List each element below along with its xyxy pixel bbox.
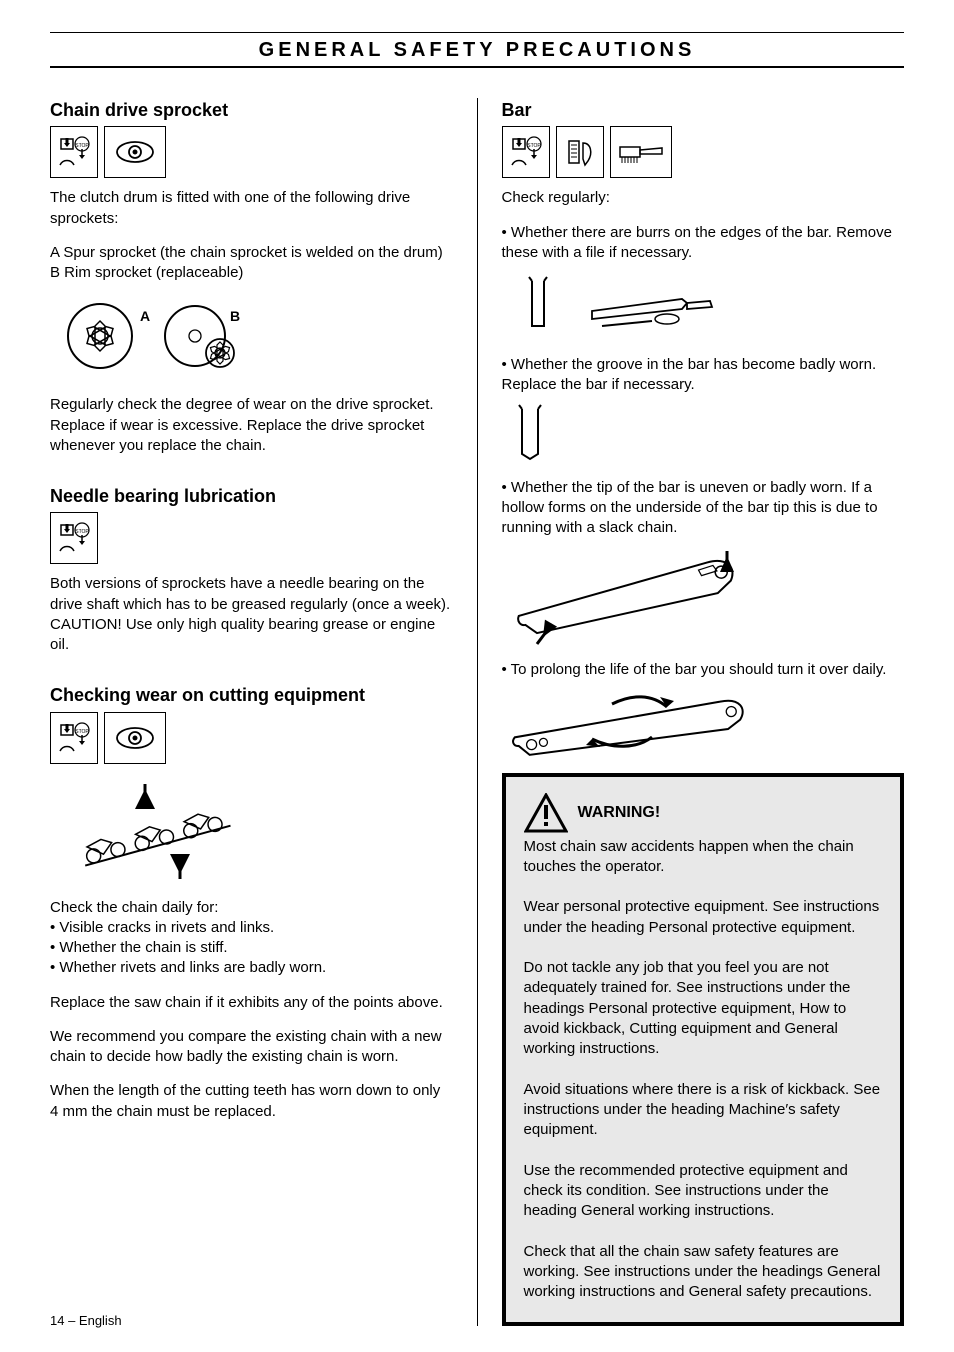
wear-p3: Replace the saw chain if it exhibits any… [50, 993, 453, 1013]
eye-icon-2 [104, 712, 166, 764]
wear-p5: When the length of the cutting teeth has… [50, 1081, 453, 1122]
wear-b2: • Whether the chain is stiff. [50, 938, 453, 958]
heading-wear: Checking wear on cutting equipment [50, 683, 453, 707]
stop-switch-icon: STOP [50, 126, 98, 178]
footer-left: 14 – English [50, 1313, 122, 1328]
wear-b1: • Visible cracks in rivets and links. [50, 918, 453, 938]
bar-b3: • Whether the tip of the bar is uneven o… [502, 478, 905, 539]
illu-groove [502, 404, 905, 464]
warning-label: WARNING! [578, 804, 661, 822]
sprocket-bB: B Rim sprocket (replaceable) [50, 263, 453, 283]
footer: 14 – English [50, 1313, 904, 1328]
doc-title-text: GENERAL SAFETY PRECAUTIONS [259, 39, 696, 61]
svg-text:STOP: STOP [75, 729, 89, 735]
icon-row-1: STOP [50, 126, 453, 178]
rule-thick [50, 66, 904, 68]
label-b: B [230, 308, 240, 324]
icon-row-r: STOP [502, 126, 905, 178]
sprocket-p2: Regularly check the degree of wear on th… [50, 395, 453, 456]
heading-needle: Needle bearing lubrication [50, 484, 453, 508]
warning-text: Most chain saw accidents happen when the… [524, 837, 883, 1303]
rule-thin [50, 32, 904, 33]
sprocket-bA: A Spur sprocket (the chain sprocket is w… [50, 243, 453, 263]
warning-box: WARNING! Most chain saw accidents happen… [502, 773, 905, 1327]
icon-row-3: STOP [50, 712, 453, 764]
col-right: Bar STOP [502, 98, 905, 1326]
svg-text:STOP: STOP [527, 143, 541, 149]
warning-triangle-icon [524, 793, 568, 833]
bar-p1: Check regularly: [502, 188, 905, 208]
stop-switch-icon-3: STOP [50, 712, 98, 764]
wear-p2: Check the chain daily for: [50, 898, 453, 918]
stop-switch-icon-r: STOP [502, 126, 550, 178]
sprocket-p1: The clutch drum is fitted with one of th… [50, 188, 453, 229]
wear-p4: We recommend you compare the existing ch… [50, 1027, 453, 1068]
illu-sprockets: A B [50, 291, 453, 381]
label-a: A [140, 308, 150, 324]
bar-b1: • Whether there are burrs on the edges o… [502, 223, 905, 264]
illu-turnover [502, 689, 905, 759]
col-left: Chain drive sprocket STOP [50, 98, 453, 1326]
eye-icon [104, 126, 166, 178]
column-divider [477, 98, 478, 1326]
icon-row-2: STOP [50, 512, 453, 564]
wear-b3: • Whether rivets and links are badly wor… [50, 958, 453, 978]
illu-chain [50, 774, 453, 884]
bar-b4: • To prolong the life of the bar you sho… [502, 660, 905, 680]
bar-b2: • Whether the groove in the bar has beco… [502, 355, 905, 396]
illu-tip [502, 546, 905, 646]
svg-text:STOP: STOP [75, 529, 89, 535]
warning-head: WARNING! [524, 793, 883, 833]
heading-bar: Bar [502, 98, 905, 122]
svg-text:STOP: STOP [75, 143, 89, 149]
stop-switch-icon-2: STOP [50, 512, 98, 564]
illu-burr [502, 271, 905, 341]
page: GENERAL SAFETY PRECAUTIONS Chain drive s… [0, 0, 954, 1352]
needle-p1: Both versions of sprockets have a needle… [50, 574, 453, 655]
file-tool-icon [556, 126, 604, 178]
doc-title: GENERAL SAFETY PRECAUTIONS [50, 39, 904, 62]
brush-icon [610, 126, 672, 178]
columns: Chain drive sprocket STOP [50, 98, 904, 1326]
heading-sprocket: Chain drive sprocket [50, 98, 453, 122]
